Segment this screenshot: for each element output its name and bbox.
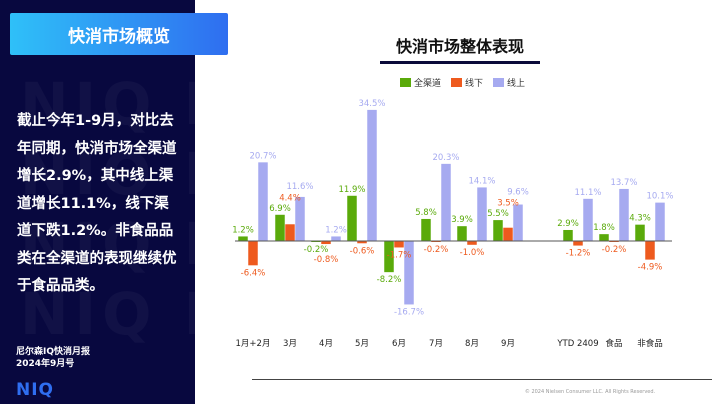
bar-1-0 (248, 241, 258, 266)
data-label: 11.6% (286, 182, 313, 192)
bar-2-6 (477, 187, 487, 241)
data-label: 11.1% (574, 188, 601, 198)
bar-2-9 (619, 188, 629, 241)
data-label: 20.7% (249, 151, 276, 161)
data-label: 11.9% (338, 185, 365, 195)
footer-divider (252, 379, 712, 380)
category-label: 8月 (465, 339, 479, 349)
bar-1-8 (573, 241, 583, 246)
legend-item: 全渠道 (400, 76, 441, 89)
copyright: © 2024 Nielsen Consumer LLC. All Rights … (524, 389, 656, 395)
bar-2-1 (295, 196, 305, 241)
bar-0-8 (563, 229, 573, 241)
legend-label: 全渠道 (414, 79, 442, 89)
data-label: -0.2% (304, 245, 329, 255)
bar-1-1 (285, 224, 295, 241)
legend-label: 线上 (507, 79, 526, 89)
data-label: 34.5% (358, 99, 385, 109)
bar-2-3 (367, 109, 377, 242)
data-label: 4.3% (629, 214, 651, 224)
data-label: -8.2% (377, 275, 402, 285)
title-underline (380, 61, 540, 64)
watermark: NIQ NIQ (20, 70, 321, 138)
data-label: 9.6% (507, 188, 529, 198)
data-label: -0.2% (602, 245, 627, 255)
bar-1-2 (321, 241, 331, 245)
data-label: 13.7% (610, 178, 637, 188)
bar-2-7 (513, 204, 523, 241)
data-label: -0.6% (350, 246, 375, 256)
category-label: 3月 (283, 339, 297, 349)
bar-0-1 (275, 214, 285, 241)
section-title-banner: 快消市场概览 (10, 13, 228, 55)
legend-swatch (400, 78, 411, 87)
data-label: 2.9% (557, 219, 579, 229)
legend-label: 线下 (465, 79, 484, 89)
data-label: -0.2% (424, 245, 449, 255)
data-label: 20.3% (432, 153, 459, 163)
data-label: -1.0% (460, 248, 485, 258)
legend-item: 线下 (451, 76, 483, 89)
bar-2-8 (583, 198, 593, 241)
data-label: 1.8% (593, 223, 615, 233)
bar-0-4 (384, 241, 394, 273)
data-label: 1.2% (232, 225, 254, 235)
data-label: 1.2% (325, 225, 347, 235)
category-label: 5月 (355, 339, 369, 349)
data-label: -4.9% (638, 263, 663, 273)
data-label: 3.9% (451, 215, 473, 225)
data-label: 10.1% (646, 192, 673, 202)
bar-1-3 (357, 241, 367, 244)
data-label: -6.4% (241, 268, 266, 278)
bar-0-3 (347, 195, 357, 241)
category-label: 4月 (319, 339, 333, 349)
data-label: 6.9% (269, 204, 291, 214)
data-label: -16.7% (394, 307, 424, 317)
category-label: YTD 2409 (556, 339, 598, 349)
legend-item: 线上 (493, 76, 525, 89)
bar-2-2 (331, 236, 341, 241)
report-issue: 2024年9月号 (16, 359, 75, 369)
data-label: -1.7% (387, 250, 412, 260)
bar-2-10 (655, 202, 665, 241)
niq-logo: NIQ (16, 380, 55, 400)
legend-swatch (451, 78, 463, 87)
bar-1-6 (467, 241, 477, 245)
bar-2-0 (258, 162, 268, 241)
bar-1-7 (503, 227, 513, 241)
category-label: 9月 (501, 339, 515, 349)
category-label: 非食品 (637, 338, 663, 349)
category-label: 食品 (605, 338, 622, 349)
category-label: 7月 (429, 339, 443, 349)
bar-0-6 (457, 226, 467, 241)
data-label: 4.4% (279, 193, 301, 203)
bar-2-4 (404, 241, 414, 305)
chart-legend: 全渠道 线下 线上 (400, 76, 525, 89)
bar-0-9 (599, 234, 609, 241)
category-label: 6月 (392, 339, 406, 349)
data-label: 3.5% (497, 199, 519, 209)
data-label: 5.8% (415, 208, 437, 218)
bar-1-10 (645, 241, 655, 260)
bar-0-7 (493, 220, 503, 241)
legend-swatch (493, 78, 505, 87)
data-label: 14.1% (468, 176, 495, 186)
bar-0-0 (238, 236, 248, 241)
chart-title: 快消市场整体表现 (395, 37, 524, 56)
bar-1-4 (394, 241, 404, 248)
data-label: -1.2% (566, 249, 591, 259)
bar-2-5 (441, 163, 451, 241)
category-label: 1月+2月 (236, 339, 271, 349)
data-label: 5.5% (487, 209, 509, 219)
bar-0-5 (421, 218, 431, 241)
bar-0-10 (635, 224, 645, 241)
report-name: 尼尔森IQ快消月报 (16, 347, 90, 357)
summary-text: 截止今年1-9月，对比去年同期，快消市场全渠道增长2.9%，其中线上渠道增长11… (17, 113, 177, 294)
watermark: NIQ NIQ (20, 280, 321, 348)
data-label: -0.8% (314, 255, 339, 265)
report-info: 尼尔森IQ快消月报 2024年9月号 (16, 346, 90, 370)
